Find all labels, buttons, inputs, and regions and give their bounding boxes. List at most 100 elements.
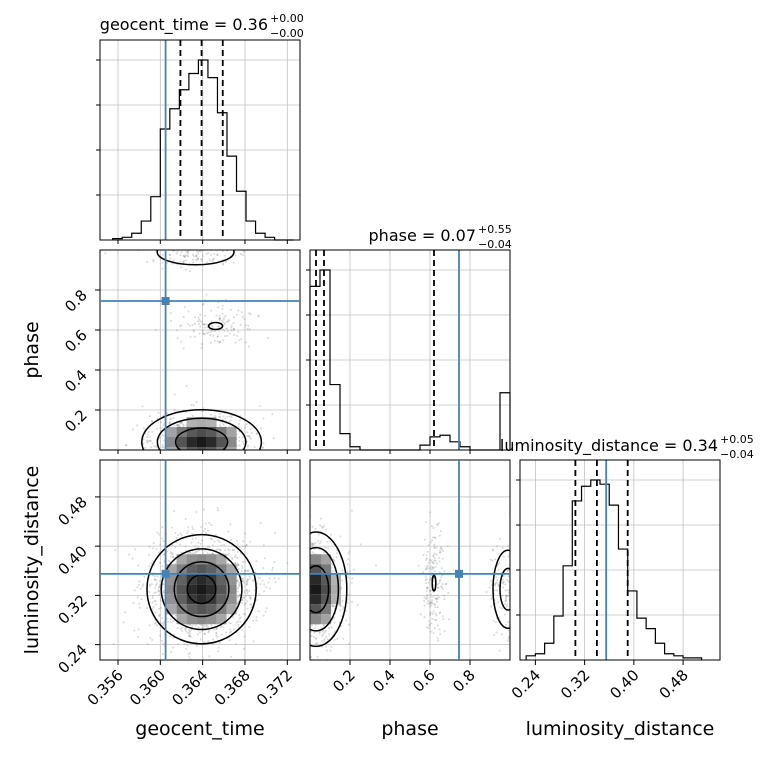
scatter-geocent-time-luminosity-distance-sample-point <box>237 584 240 587</box>
scatter-geocent-time-phase-sample-point <box>196 250 199 253</box>
scatter-phase-luminosity-distance-sample-point <box>514 559 516 561</box>
hist-phase-bg <box>310 250 510 450</box>
scatter-phase-luminosity-distance-sample-point <box>315 637 318 640</box>
scatter-geocent-time-phase-sample-point <box>213 456 215 458</box>
scatter-geocent-time-phase-density-cell <box>196 417 207 427</box>
scatter-phase-luminosity-distance-sample-point <box>495 545 498 548</box>
scatter-geocent-time-luminosity-distance-sample-point <box>163 553 166 556</box>
scatter-phase-luminosity-distance-sample-point <box>301 572 303 574</box>
scatter-geocent-time-phase-sample-point <box>197 252 200 255</box>
scatter-phase-luminosity-distance-sample-point <box>497 584 500 587</box>
scatter-geocent-time-luminosity-distance-sample-point <box>187 629 190 632</box>
scatter-geocent-time-luminosity-distance-sample-point <box>237 600 240 603</box>
scatter-geocent-time-phase-sample-point <box>188 453 190 455</box>
scatter-geocent-time-phase-sample-point <box>188 324 191 327</box>
scatter-geocent-time-luminosity-distance-sample-point <box>160 639 163 642</box>
scatter-geocent-time-phase-sample-point <box>188 270 191 273</box>
scatter-geocent-time-luminosity-distance-sample-point <box>159 634 162 637</box>
scatter-geocent-time-phase-sample-point <box>218 318 221 321</box>
scatter-phase-luminosity-distance-sample-point <box>302 596 304 598</box>
scatter-geocent-time-phase-sample-point <box>194 455 196 457</box>
scatter-geocent-time-phase-sample-point <box>224 314 227 317</box>
scatter-geocent-time-phase-sample-point <box>156 427 159 430</box>
title-phase-sup: +0.55 <box>478 223 512 236</box>
scatter-geocent-time-phase-sample-point <box>183 255 186 258</box>
scatter-geocent-time-phase-sample-point <box>168 422 171 425</box>
scatter-geocent-time-phase-sample-point <box>242 440 245 443</box>
scatter-geocent-time-phase-sample-point <box>173 424 176 427</box>
scatter-geocent-time-phase-sample-point <box>230 454 232 456</box>
hist-luminosity-distance-hist-step <box>525 479 703 660</box>
scatter-geocent-time-phase-sample-point <box>172 454 174 456</box>
scatter-geocent-time-luminosity-distance-sample-point <box>187 634 190 637</box>
scatter-geocent-time-luminosity-distance-sample-point <box>188 632 191 635</box>
scatter-geocent-time-phase-sample-point <box>192 451 194 453</box>
scatter-phase-luminosity-distance-sample-point <box>310 634 313 637</box>
scatter-phase-luminosity-distance-sample-point <box>432 610 435 613</box>
scatter-geocent-time-phase-sample-point <box>110 457 112 459</box>
hist-geocent-time-frame <box>99 39 301 241</box>
scatter-geocent-time-phase-sample-point <box>184 453 186 455</box>
scatter-geocent-time-luminosity-distance-sample-point <box>217 650 220 653</box>
scatter-geocent-time-phase-sample-point <box>220 246 222 248</box>
scatter-geocent-time-luminosity-distance-sample-point <box>150 562 153 565</box>
scatter-phase-luminosity-distance-sample-point <box>341 569 344 572</box>
scatter-geocent-time-luminosity-distance-sample-point <box>158 580 161 583</box>
scatter-phase-luminosity-distance-sample-point <box>305 566 307 568</box>
scatter-phase-luminosity-distance-sample-point <box>429 589 432 592</box>
scatter-phase-luminosity-distance-sample-point <box>302 641 304 643</box>
scatter-geocent-time-luminosity-distance-sample-point <box>203 641 206 644</box>
scatter-geocent-time-phase-sample-point <box>183 452 185 454</box>
scatter-geocent-time-luminosity-distance-sample-point <box>236 590 239 593</box>
scatter-geocent-time-luminosity-distance-density-cell <box>196 614 207 625</box>
scatter-phase-luminosity-distance-sample-point <box>307 630 309 632</box>
scatter-phase-luminosity-distance-sample-point <box>303 629 305 631</box>
scatter-geocent-time-luminosity-distance-sample-point <box>148 583 151 586</box>
scatter-phase-luminosity-distance-sample-point <box>430 593 433 596</box>
scatter-geocent-time-phase-sample-point <box>222 321 225 324</box>
scatter-geocent-time-phase-sample-point <box>219 340 222 343</box>
scatter-geocent-time-luminosity-distance-sample-point <box>148 624 151 627</box>
scatter-geocent-time-luminosity-distance-sample-point <box>202 623 205 626</box>
scatter-geocent-time-luminosity-distance-sample-point <box>206 545 209 548</box>
scatter-geocent-time-luminosity-distance-sample-point <box>245 583 248 586</box>
scatter-geocent-time-luminosity-distance-sample-point <box>245 583 248 586</box>
scatter-geocent-time-luminosity-distance-density-cell <box>186 604 197 615</box>
scatter-phase-luminosity-distance-sample-point <box>447 618 450 621</box>
scatter-geocent-time-luminosity-distance-sample-point <box>195 644 198 647</box>
scatter-geocent-time-phase-sample-point <box>185 384 188 387</box>
scatter-geocent-time-phase-sample-point <box>255 452 257 454</box>
scatter-phase-luminosity-distance-sample-point <box>305 588 307 590</box>
scatter-phase-luminosity-distance-sample-point <box>505 605 508 608</box>
scatter-geocent-time-luminosity-distance-sample-point <box>233 628 236 631</box>
scatter-phase-luminosity-distance-sample-point <box>427 627 430 630</box>
scatter-geocent-time-phase-sample-point <box>192 330 195 333</box>
scatter-geocent-time-luminosity-distance-density-cell <box>176 574 187 585</box>
scatter-geocent-time-phase-sample-point <box>189 456 191 458</box>
scatter-geocent-time-luminosity-distance-sample-point <box>243 560 246 563</box>
scatter-geocent-time-luminosity-distance-sample-point <box>246 570 249 573</box>
scatter-geocent-time-phase-sample-point <box>233 327 236 330</box>
scatter-phase-luminosity-distance-sample-point <box>428 603 431 606</box>
scatter-geocent-time-phase-sample-point <box>238 436 241 439</box>
scatter-phase-luminosity-distance-sample-point <box>426 550 429 553</box>
scatter-geocent-time-phase-sample-point <box>212 334 215 337</box>
scatter-geocent-time-luminosity-distance-sample-point <box>242 647 245 650</box>
scatter-geocent-time-luminosity-distance-sample-point <box>114 549 117 552</box>
scatter-geocent-time-phase-sample-point <box>202 245 204 247</box>
scatter-geocent-time-luminosity-distance-sample-point <box>202 552 205 555</box>
scatter-phase-luminosity-distance-sample-point <box>512 597 514 599</box>
scatter-geocent-time-phase-sample-point <box>230 416 233 419</box>
scatter-geocent-time-luminosity-distance-sample-point <box>122 621 125 624</box>
scatter-geocent-time-luminosity-distance-sample-point <box>170 552 173 555</box>
scatter-geocent-time-luminosity-distance-sample-point <box>162 591 165 594</box>
scatter-geocent-time-phase-sample-point <box>194 454 196 456</box>
scatter-phase-luminosity-distance-sample-point <box>342 606 345 609</box>
scatter-phase-luminosity-distance-sample-point <box>507 580 510 583</box>
scatter-geocent-time-luminosity-distance-sample-point <box>274 581 277 584</box>
xtick-label-phase: 0.4 <box>369 666 399 696</box>
scatter-geocent-time-phase-marks <box>104 245 275 459</box>
scatter-geocent-time-luminosity-distance-sample-point <box>195 550 198 553</box>
scatter-geocent-time-phase-sample-point <box>201 323 204 326</box>
